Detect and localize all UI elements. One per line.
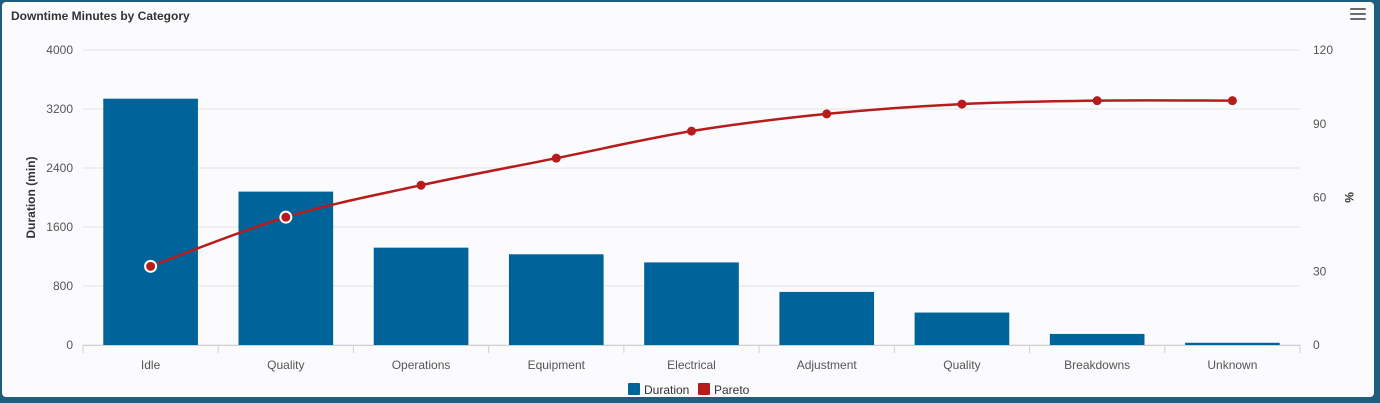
bar — [373, 247, 469, 345]
y2-tick-label: 120 — [1313, 43, 1333, 57]
pareto-point — [822, 109, 832, 119]
legend-label: Pareto — [714, 383, 750, 397]
y2-tick-label: 60 — [1313, 191, 1327, 205]
y-tick-label: 3200 — [46, 102, 73, 116]
pareto-point — [416, 180, 426, 190]
pareto-point — [1227, 96, 1237, 106]
x-category-label: Breakdowns — [1064, 358, 1130, 372]
y-axis-title: Duration (min) — [24, 157, 38, 239]
menu-icon[interactable] — [1350, 8, 1366, 22]
y2-tick-label: 90 — [1313, 117, 1327, 131]
bar — [644, 262, 739, 345]
y-tick-label: 800 — [53, 279, 73, 293]
y2-axis-title: % — [1342, 192, 1356, 203]
bar — [508, 254, 604, 345]
x-category-label: Unknown — [1207, 358, 1257, 372]
pareto-point — [279, 210, 293, 224]
bar — [914, 312, 1010, 345]
chart-title: Downtime Minutes by Category — [11, 9, 190, 23]
bar — [1185, 342, 1280, 345]
pareto-point — [957, 99, 967, 109]
legend-swatch — [698, 383, 710, 395]
y2-tick-label: 0 — [1313, 338, 1320, 352]
x-category-label: Adjustment — [797, 358, 858, 372]
x-category-label: Electrical — [667, 358, 716, 372]
y-tick-label: 1600 — [46, 220, 73, 234]
x-category-label: Quality — [267, 358, 304, 372]
x-category-label: Idle — [141, 358, 161, 372]
bar — [1049, 333, 1145, 345]
x-category-label: Operations — [392, 358, 451, 372]
x-category-label: Quality — [943, 358, 980, 372]
bar — [103, 98, 198, 345]
pareto-point — [1092, 96, 1102, 106]
legend-label: Duration — [644, 383, 689, 397]
pareto-point — [144, 259, 158, 273]
y2-tick-label: 30 — [1313, 264, 1327, 278]
pareto-point — [687, 126, 696, 136]
y-tick-label: 0 — [66, 338, 73, 352]
y-tick-label: 2400 — [46, 161, 73, 175]
legend-swatch — [628, 383, 640, 395]
y-tick-label: 4000 — [46, 43, 73, 57]
pareto-point — [551, 153, 561, 163]
x-category-label: Equipment — [528, 358, 586, 372]
bar — [779, 291, 875, 345]
